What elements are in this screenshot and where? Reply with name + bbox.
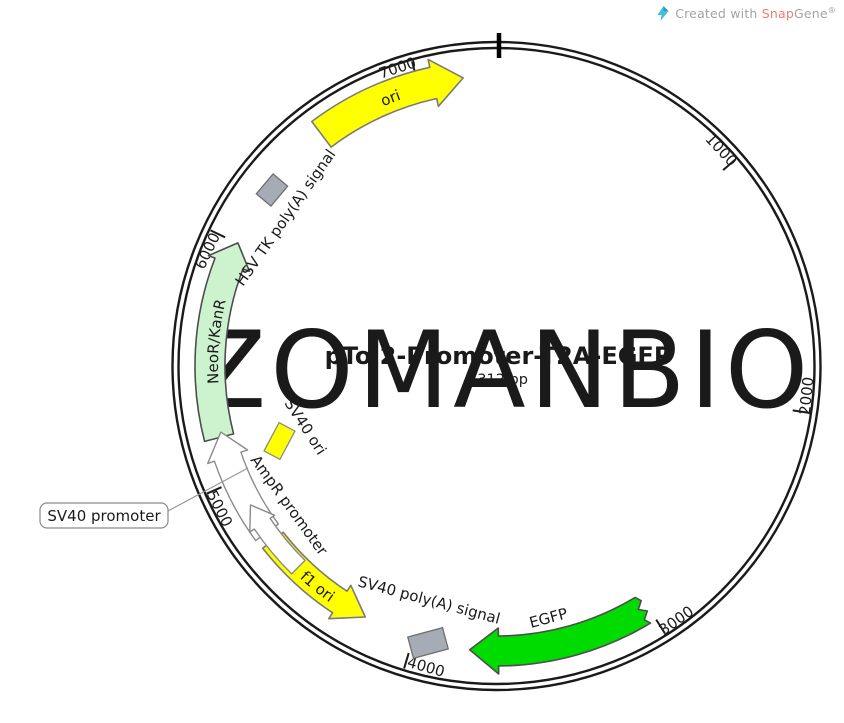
tick-label-3000: 3000: [656, 602, 698, 639]
credit-brand-snap: Snap: [761, 6, 794, 22]
tick-label-2000: 2000: [796, 376, 818, 416]
sv40-polya-box: [406, 626, 450, 660]
sv40-ori-box: [263, 421, 296, 461]
sv40-promoter-callout-box: [39, 502, 169, 529]
tick-4000: [403, 652, 410, 669]
tick-3000: [655, 619, 666, 634]
tick-1000: [722, 158, 736, 171]
feature-egfp-arrow: [468, 596, 652, 675]
backbone-inner-circle: [177, 46, 816, 686]
feature-hsv-tk-polya-marker: [255, 173, 289, 207]
tick-6000: [210, 229, 226, 239]
feature-sv40-promoter-label: SV40 promoter: [47, 507, 161, 525]
plasmid-size: 7312 bp: [468, 372, 528, 388]
feature-neor-kanr-arrow: [194, 242, 251, 443]
feature-ampr-promoter-arrow: [249, 504, 306, 575]
snapgene-icon: [657, 6, 669, 21]
backbone-outer-circle: [171, 40, 822, 692]
credit-text: Created with SnapGene®: [675, 6, 836, 21]
feature-ori-label: ori: [378, 86, 403, 110]
credit-brand-gene: Gene: [794, 6, 828, 22]
tick-2000: [792, 409, 809, 414]
tick-label-1000: 1000: [702, 130, 741, 170]
snapgene-credit: Created with SnapGene®: [656, 5, 836, 22]
feature-ori-label-text: ori: [378, 86, 403, 110]
feature-sv40-polya-label: SV40 poly(A) signal: [356, 572, 502, 627]
feature-sv40-polya-marker: [406, 626, 450, 660]
credit-prefix: Created with: [675, 6, 762, 22]
tick-5000: [206, 486, 222, 495]
sv40-promoter-callout-line: [167, 467, 249, 512]
feature-sv40-ori-marker: [263, 421, 296, 461]
hsv-tk-polya-box: [255, 173, 289, 207]
plasmid-title: pTol2-Promoter-T2A-EGFP: [325, 342, 672, 370]
watermark-text: ZOMANBIO: [194, 309, 813, 432]
credit-registered-mark: ®: [827, 5, 836, 15]
feature-ori-arrow: [311, 58, 464, 148]
